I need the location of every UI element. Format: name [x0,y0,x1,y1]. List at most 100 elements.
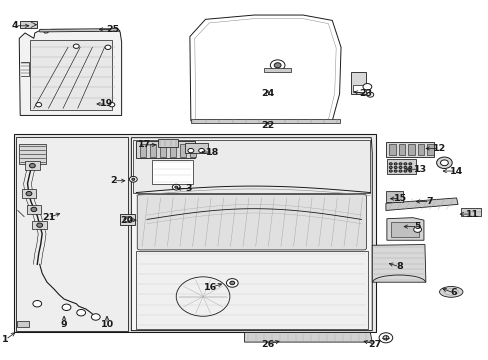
Circle shape [382,336,388,340]
Text: 15: 15 [393,194,407,203]
Text: 17: 17 [138,140,151,149]
Circle shape [403,166,406,168]
Text: 23: 23 [358,89,371,98]
Circle shape [172,184,180,190]
Bar [417,144,423,155]
Text: 2: 2 [110,176,117,185]
Circle shape [393,163,396,165]
Text: 22: 22 [261,121,274,130]
Circle shape [229,281,234,285]
Circle shape [77,310,85,316]
Bar [158,139,177,147]
Bar [352,85,364,92]
Circle shape [29,163,35,168]
Circle shape [393,166,396,168]
Text: 1: 1 [2,335,9,344]
FancyBboxPatch shape [137,194,366,250]
Text: 12: 12 [432,144,445,153]
Circle shape [37,223,42,227]
Text: 21: 21 [42,213,55,222]
Circle shape [366,92,373,97]
Text: 7: 7 [426,197,432,206]
Circle shape [33,301,41,307]
Text: 16: 16 [203,283,217,292]
Text: 6: 6 [450,288,457,297]
Polygon shape [189,15,340,121]
Circle shape [226,279,238,287]
Bar [398,144,405,155]
Circle shape [187,148,193,153]
Bar [169,144,175,157]
Text: 4: 4 [12,21,19,30]
Bar [461,208,480,216]
Text: 14: 14 [449,167,462,176]
Circle shape [436,157,451,168]
Circle shape [388,166,391,168]
Text: 24: 24 [261,89,274,98]
Text: 8: 8 [395,262,402,271]
Polygon shape [131,138,371,330]
Circle shape [378,333,392,343]
Bar [407,144,414,155]
Bar [385,191,402,202]
Bar [21,189,36,198]
Bar [30,40,112,110]
Circle shape [26,192,32,196]
Bar [190,119,339,123]
Circle shape [124,217,131,222]
Bar [19,144,46,164]
Text: 13: 13 [413,165,426,174]
Polygon shape [371,244,425,282]
Circle shape [403,170,406,172]
Circle shape [109,103,115,107]
Circle shape [388,170,391,172]
Bar [264,68,290,72]
Bar [149,144,155,157]
Bar [152,160,193,184]
Text: 19: 19 [100,99,113,108]
Circle shape [398,166,401,168]
Circle shape [398,170,401,172]
Bar [26,205,41,214]
Circle shape [270,60,285,71]
Bar [136,251,367,329]
Text: 9: 9 [61,320,67,329]
Text: 25: 25 [106,25,119,34]
Polygon shape [40,29,120,32]
Polygon shape [19,30,122,116]
Bar [427,144,433,155]
Text: 5: 5 [413,222,420,231]
Bar [386,159,415,174]
Circle shape [105,45,111,49]
Bar [17,320,29,327]
Circle shape [31,207,37,212]
Text: 10: 10 [100,320,113,329]
Bar [136,141,194,158]
Circle shape [408,163,411,165]
Circle shape [362,84,371,90]
Bar [140,144,145,157]
Polygon shape [244,332,371,342]
Text: 11: 11 [465,210,478,219]
Bar [25,161,40,170]
Bar [385,141,433,157]
Circle shape [440,160,447,166]
Polygon shape [133,140,369,193]
Circle shape [413,226,421,232]
Circle shape [129,176,137,182]
Circle shape [132,178,135,180]
Circle shape [91,314,100,320]
Circle shape [174,186,177,188]
Bar [350,72,366,94]
Polygon shape [385,198,457,211]
Text: 26: 26 [261,340,274,349]
Bar [120,214,135,225]
Circle shape [274,63,281,68]
Bar [388,144,395,155]
Circle shape [73,44,79,48]
Circle shape [36,103,41,107]
Circle shape [388,163,391,165]
Circle shape [398,163,401,165]
Circle shape [403,163,406,165]
Polygon shape [386,218,423,240]
